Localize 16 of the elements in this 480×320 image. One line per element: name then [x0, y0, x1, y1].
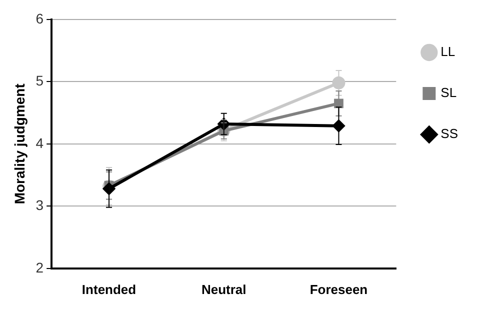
point — [332, 76, 346, 90]
y-tick-label: 4 — [36, 134, 44, 151]
point — [334, 98, 344, 108]
y-tick-label: 5 — [36, 72, 44, 89]
legend-label: LL — [440, 44, 456, 60]
y-tick-label: 3 — [36, 197, 44, 214]
legend-label: SL — [440, 85, 457, 100]
point — [332, 120, 345, 132]
y-axis-title: Morality judgment — [11, 83, 28, 204]
y-tick-label: 2 — [36, 259, 44, 276]
x-tick-label: Neutral — [201, 282, 246, 297]
legend-label: SS — [440, 126, 458, 142]
x-tick-label: Intended — [82, 282, 136, 297]
y-tick-label: 6 — [36, 10, 44, 26]
point — [103, 182, 116, 195]
x-tick-label: Foreseen — [310, 282, 368, 297]
